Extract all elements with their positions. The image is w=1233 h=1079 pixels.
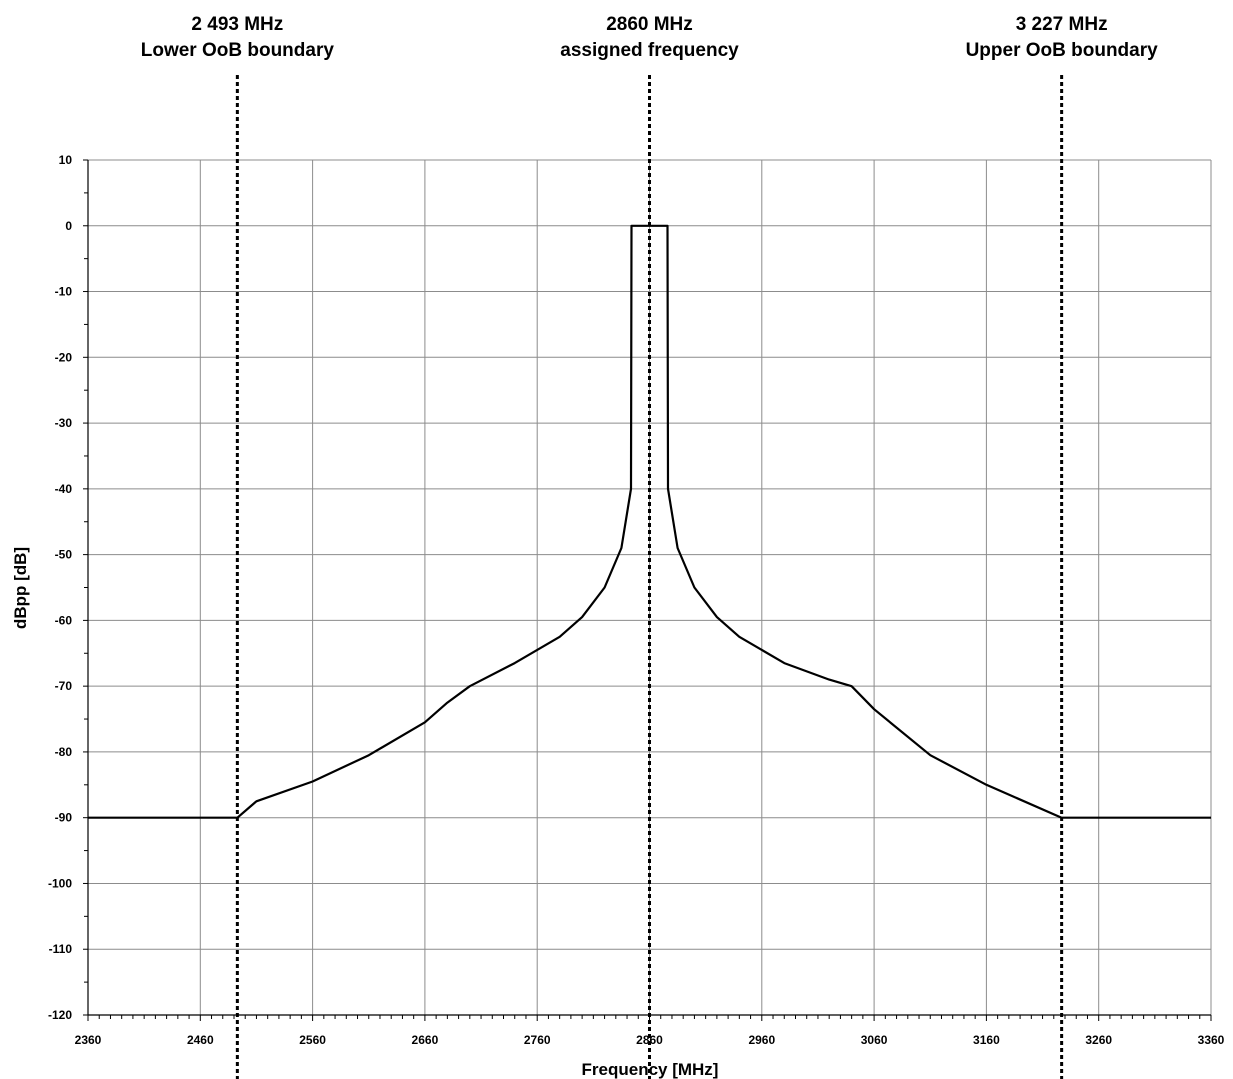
minor-ticks [84,192,1201,1019]
spectrum-mask-line [88,224,1211,819]
y-tick-label: 0 [65,219,72,233]
y-tick-label: 10 [59,153,73,167]
x-tick-label: 2460 [187,1033,214,1047]
x-tick-label: 2860 [636,1033,663,1047]
y-tick-label: -60 [55,613,73,627]
x-tick-label: 2560 [299,1033,326,1047]
x-tick-label: 3360 [1198,1033,1225,1047]
annotation-frequency-label: 2 493 MHz [191,14,283,35]
x-tick-label: 3060 [861,1033,888,1047]
annotation-description-label: Upper OoB boundary [966,40,1159,61]
x-tick-label: 3160 [973,1033,1000,1047]
annotation-frequency-label: 3 227 MHz [1016,14,1108,35]
y-tick-label: -110 [49,942,73,956]
annotation-frequency-label: 2860 MHz [606,14,693,35]
y-tick-label: -30 [55,416,73,430]
x-tick-label: 2660 [412,1033,439,1047]
annotation-layer: 2 493 MHz Lower OoB boundary 2860 MHz assig… [141,14,1158,1079]
x-tick-label: 2360 [75,1033,102,1047]
series-layer [88,224,1211,819]
annotation-description-label: assigned frequency [560,40,739,61]
y-tick-label: -100 [48,876,72,890]
tick-labels: 10 0 -10 -20 -30 -40 -50 -60 -70 -80 -90 -100 -110 -1… [48,153,1225,1047]
y-axis-title: dBpp [dB] [11,547,30,629]
y-tick-label: -70 [55,679,73,693]
x-tick-label: 3260 [1085,1033,1112,1047]
x-tick-label: 2760 [524,1033,551,1047]
y-tick-label: -10 [55,285,73,299]
y-tick-label: -120 [48,1008,72,1022]
y-tick-label: -50 [55,548,73,562]
x-tick-label: 2960 [748,1033,775,1047]
y-tick-label: -40 [55,482,73,496]
y-tick-label: -80 [55,745,73,759]
y-tick-label: -90 [55,811,73,825]
x-axis-title: Frequency [MHz] [582,1060,719,1079]
annotation-description-label: Lower OoB boundary [141,40,335,61]
y-tick-label: -20 [55,350,73,364]
